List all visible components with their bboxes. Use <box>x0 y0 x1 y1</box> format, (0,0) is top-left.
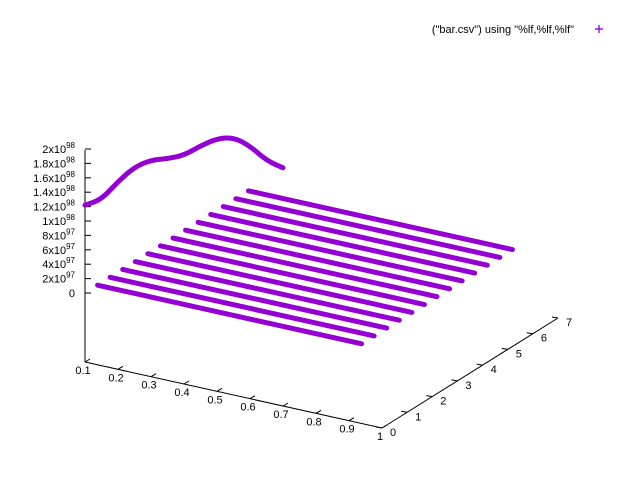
series-row <box>220 204 490 268</box>
y-axis-line <box>381 317 559 429</box>
series-row <box>95 282 365 347</box>
series-row <box>132 259 402 323</box>
series-row <box>120 266 390 331</box>
series-row <box>245 188 515 253</box>
x-tick-label: 0.5 <box>207 394 222 406</box>
x-tick-label: 0.2 <box>108 372 123 384</box>
y-tick-label: 6 <box>541 333 547 345</box>
x-tick-mark <box>282 402 289 407</box>
z-tick-label: 1.8x1098 <box>33 155 75 170</box>
x-tick-label: 0.7 <box>273 409 288 421</box>
y-tick-label: 0 <box>390 427 396 439</box>
y-tick-mark <box>526 332 533 335</box>
series-curve <box>82 135 286 208</box>
z-tick-label: 0 <box>69 288 75 300</box>
x-tick-mark <box>150 373 157 378</box>
y-tick-mark <box>501 347 508 350</box>
series-row <box>157 243 427 308</box>
x-tick-label: 0.8 <box>306 416 321 428</box>
series-row <box>233 196 503 260</box>
z-tick-label: 1x1098 <box>42 213 75 228</box>
series-row <box>145 251 415 315</box>
series-row <box>208 211 478 276</box>
y-tick-mark <box>375 426 383 429</box>
axes-group <box>84 150 559 429</box>
x-tick-label: 0.6 <box>240 402 255 414</box>
y-tick-mark <box>451 379 458 382</box>
y-tick-group: 0 1 2 3 4 5 6 7 <box>375 316 572 439</box>
x-tick-label: 0.1 <box>75 365 90 377</box>
y-tick-label: 2 <box>440 396 446 408</box>
y-tick-mark <box>401 410 408 413</box>
series-row <box>107 274 377 339</box>
x-tick-mark <box>117 365 124 370</box>
z-tick-label: 2x1098 <box>42 141 75 156</box>
x-tick-mark <box>84 358 91 363</box>
y-tick-label: 4 <box>491 364 497 376</box>
x-tick-label: 0.4 <box>174 387 189 399</box>
y-tick-label: 5 <box>516 348 522 360</box>
x-axis-line <box>84 361 383 429</box>
y-tick-label: 7 <box>566 317 572 329</box>
x-tick-mark <box>183 380 190 385</box>
z-tick-label: 4x1097 <box>42 256 75 271</box>
z-tick-label: 8x1097 <box>42 227 75 242</box>
series-row <box>183 227 453 292</box>
z-tick-label: 1.2x1098 <box>33 199 75 214</box>
series-row <box>195 219 465 284</box>
y-tick-mark <box>551 316 559 319</box>
x-tick-mark <box>348 417 355 422</box>
series-group <box>82 135 515 347</box>
legend-marker-plus-icon <box>595 25 603 33</box>
legend: ("bar.csv") using "%lf,%lf,%lf" <box>432 24 603 36</box>
x-tick-mark <box>216 387 223 392</box>
x-tick-mark <box>315 409 322 414</box>
z-tick-label: 1.4x1098 <box>33 184 75 199</box>
legend-label: ("bar.csv") using "%lf,%lf,%lf" <box>432 24 574 36</box>
y-tick-label: 3 <box>465 380 471 392</box>
y-tick-mark <box>426 395 433 398</box>
x-tick-mark <box>249 395 256 400</box>
x-tick-group: 0.1 0.2 0.3 0.4 0.5 0.6 0.7 0.8 0.9 1 <box>75 358 388 443</box>
z-tick-label: 1.6x1098 <box>33 170 75 185</box>
y-tick-mark <box>476 363 483 366</box>
x-tick-label: 0.3 <box>141 380 156 392</box>
z-tick-label: 2x1097 <box>42 271 75 286</box>
x-tick-label: 0.9 <box>339 424 354 436</box>
series-row <box>170 235 440 300</box>
x-tick-mark <box>381 424 388 429</box>
y-tick-label: 1 <box>415 411 421 423</box>
x-tick-label: 1 <box>377 431 383 443</box>
z-tick-label: 6x1097 <box>42 242 75 257</box>
z-tick-group: 02x10974x10976x10978x10971x10981.2x10981… <box>33 141 91 300</box>
